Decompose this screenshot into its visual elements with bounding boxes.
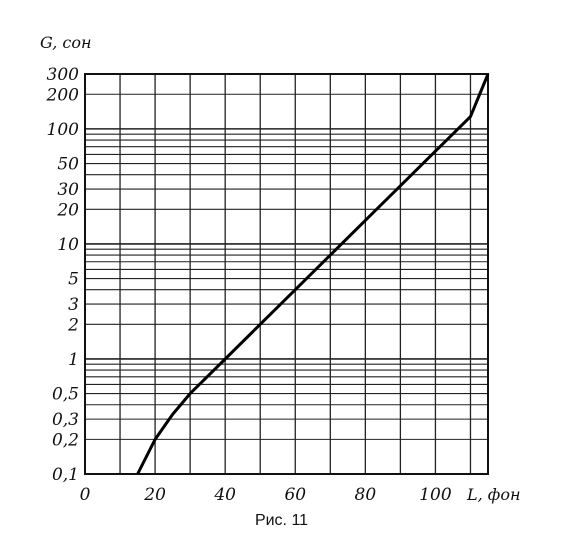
y-tick-label: 1 <box>68 350 79 370</box>
x-axis-label: L, фон <box>466 485 521 504</box>
plot-border <box>84 73 489 475</box>
y-tick-label: 10 <box>57 235 79 255</box>
y-axis-label: G, сон <box>40 33 92 52</box>
y-tick-label: 0,3 <box>52 410 79 430</box>
chart-grid <box>84 73 488 475</box>
data-series <box>136 73 490 475</box>
y-tick-label: 200 <box>46 85 80 105</box>
y-tick-label: 30 <box>57 180 79 200</box>
y-tick-label: 2 <box>67 315 79 335</box>
y-tick-label: 50 <box>57 155 79 175</box>
y-tick-label: 0,1 <box>52 465 79 485</box>
x-tick-label: 0 <box>80 485 91 505</box>
y-tick-label: 0,2 <box>52 430 79 450</box>
y-tick-label: 300 <box>47 65 80 85</box>
y-tick-label: 3 <box>68 295 79 315</box>
plot-frame <box>84 73 489 475</box>
y-tick-label: 100 <box>47 120 80 140</box>
y-tick-label: 5 <box>68 270 79 290</box>
y-tick-label: 20 <box>56 200 79 220</box>
x-tick-label: 100 <box>419 485 452 505</box>
figure-caption: Рис. 11 <box>254 512 309 529</box>
x-tick-label: 60 <box>284 485 306 505</box>
y-tick-label: 0,5 <box>52 385 79 405</box>
x-tick-label: 40 <box>213 485 236 505</box>
x-tick-label: 20 <box>143 485 166 505</box>
series-line <box>136 73 490 475</box>
x-tick-label: 80 <box>355 485 377 505</box>
